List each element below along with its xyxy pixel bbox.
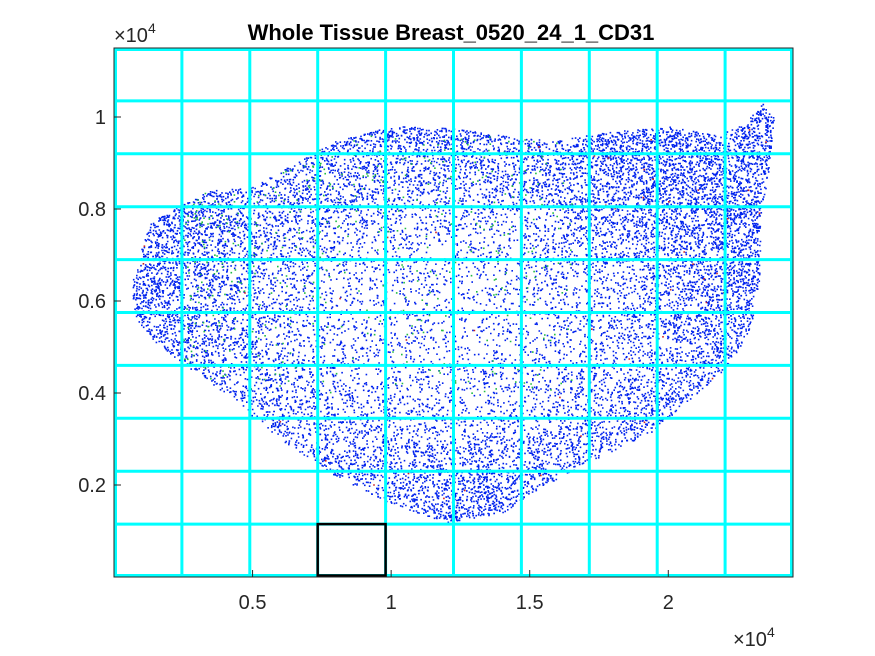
y-tick-label: 0.4 xyxy=(78,383,106,405)
x-axis-ticks: 0.5 1 1.5 2 xyxy=(239,570,674,614)
y-axis-ticks: 0.2 0.4 0.6 0.8 1 xyxy=(78,107,121,497)
y-tick-label: 0.6 xyxy=(78,291,106,313)
grid-lines xyxy=(114,48,793,577)
x-tick-label: 2 xyxy=(663,592,674,614)
plot-area xyxy=(114,48,793,577)
x-tick-label: 1 xyxy=(386,592,397,614)
x-tick-label: 0.5 xyxy=(239,592,267,614)
chart-title: Whole Tissue Breast_0520_24_1_CD31 xyxy=(248,20,655,45)
x-multiplier-exp: 4 xyxy=(767,624,775,640)
grid-border xyxy=(114,48,793,577)
y-tick-label: 1 xyxy=(95,107,106,129)
y-tick-label: 0.2 xyxy=(78,475,106,497)
y-multiplier-base: ×10 xyxy=(114,25,148,47)
axes-frame xyxy=(113,47,794,578)
highlight-box xyxy=(316,522,387,577)
x-axis-multiplier: ×104 xyxy=(733,624,775,651)
y-axis-multiplier: ×104 xyxy=(114,20,156,47)
x-multiplier-base: ×10 xyxy=(733,629,767,651)
y-multiplier-exp: 4 xyxy=(148,20,156,36)
x-tick-label: 1.5 xyxy=(516,592,544,614)
y-tick-label: 0.8 xyxy=(78,199,106,221)
